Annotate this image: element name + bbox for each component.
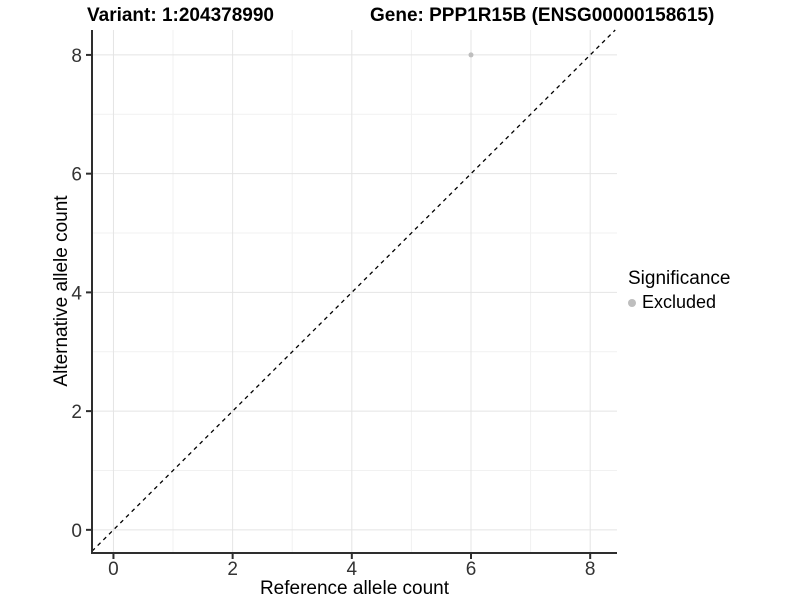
legend-item-label: Excluded	[642, 292, 717, 312]
y-tick-label: 2	[71, 402, 82, 423]
gene-title: Gene: PPP1R15B (ENSG00000158615)	[370, 5, 715, 26]
x-tick-label: 8	[585, 559, 596, 580]
data-point	[468, 52, 474, 58]
legend: Significance Excluded	[628, 267, 730, 313]
x-tick-label: 4	[347, 559, 358, 580]
x-axis-title: Reference allele count	[259, 578, 450, 599]
identity-line	[91, 29, 616, 552]
variant-title: Variant: 1:204378990	[87, 5, 274, 26]
y-axis-title: Alternative allele count	[51, 195, 72, 387]
y-tick-label: 0	[71, 521, 82, 542]
x-tick-label: 6	[466, 559, 477, 580]
y-tick-label: 4	[71, 283, 82, 304]
y-tick-label: 6	[71, 165, 82, 186]
x-tick-label: 2	[227, 559, 238, 580]
circle-marker-icon	[628, 298, 636, 307]
y-tick-label: 8	[71, 46, 82, 67]
legend-item-excluded: Excluded	[628, 292, 730, 313]
legend-title: Significance	[628, 268, 731, 289]
x-tick-label: 0	[108, 559, 119, 580]
